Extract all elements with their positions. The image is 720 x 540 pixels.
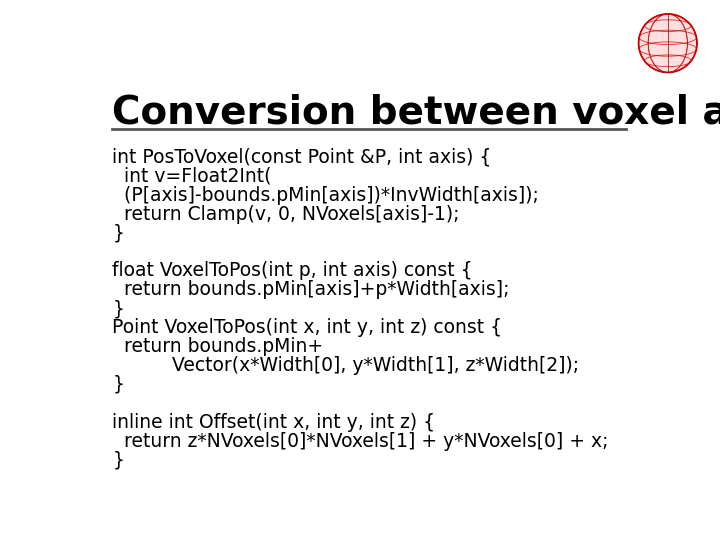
Text: float VoxelToPos(int p, int axis) const {: float VoxelToPos(int p, int axis) const …: [112, 261, 473, 280]
Text: return bounds.pMin+: return bounds.pMin+: [112, 337, 323, 356]
Text: return bounds.pMin[axis]+p*Width[axis];: return bounds.pMin[axis]+p*Width[axis];: [112, 280, 510, 299]
Circle shape: [639, 14, 697, 72]
Text: }: }: [112, 375, 124, 394]
Text: Point VoxelToPos(int x, int y, int z) const {: Point VoxelToPos(int x, int y, int z) co…: [112, 318, 503, 338]
Text: }: }: [112, 224, 124, 242]
Text: inline int Offset(int x, int y, int z) {: inline int Offset(int x, int y, int z) {: [112, 413, 436, 432]
Text: }: }: [112, 299, 124, 318]
Text: Conversion between voxel and position: Conversion between voxel and position: [112, 94, 720, 132]
Text: int v=Float2Int(: int v=Float2Int(: [112, 167, 272, 186]
Text: (P[axis]-bounds.pMin[axis])*InvWidth[axis]);: (P[axis]-bounds.pMin[axis])*InvWidth[axi…: [112, 186, 539, 205]
Text: return Clamp(v, 0, NVoxels[axis]-1);: return Clamp(v, 0, NVoxels[axis]-1);: [112, 205, 460, 224]
Text: int PosToVoxel(const Point &P, int axis) {: int PosToVoxel(const Point &P, int axis)…: [112, 148, 492, 167]
Text: return z*NVoxels[0]*NVoxels[1] + y*NVoxels[0] + x;: return z*NVoxels[0]*NVoxels[1] + y*NVoxe…: [112, 432, 609, 451]
Text: }: }: [112, 451, 124, 470]
Text: Vector(x*Width[0], y*Width[1], z*Width[2]);: Vector(x*Width[0], y*Width[1], z*Width[2…: [112, 356, 580, 375]
